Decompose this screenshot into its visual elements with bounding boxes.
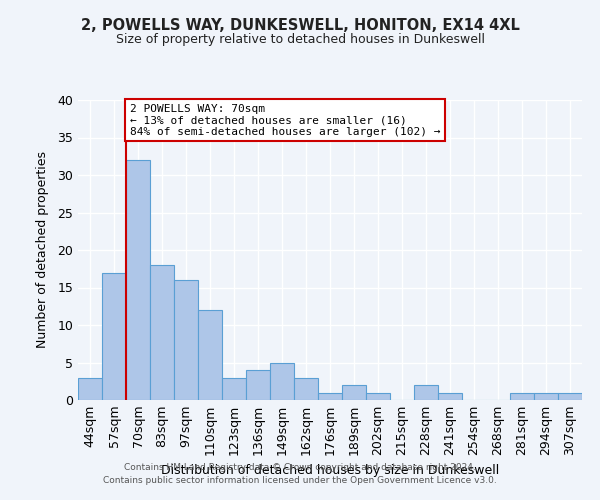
Bar xyxy=(534,392,558,400)
Bar xyxy=(510,392,534,400)
Bar xyxy=(294,378,318,400)
Bar xyxy=(174,280,198,400)
Bar xyxy=(342,385,366,400)
Text: 2 POWELLS WAY: 70sqm
← 13% of detached houses are smaller (16)
84% of semi-detac: 2 POWELLS WAY: 70sqm ← 13% of detached h… xyxy=(130,104,440,137)
Bar xyxy=(438,392,462,400)
Bar xyxy=(558,392,582,400)
Bar xyxy=(102,272,126,400)
Text: 2, POWELLS WAY, DUNKESWELL, HONITON, EX14 4XL: 2, POWELLS WAY, DUNKESWELL, HONITON, EX1… xyxy=(80,18,520,32)
Bar xyxy=(126,160,150,400)
Text: Contains HM Land Registry data © Crown copyright and database right 2024.: Contains HM Land Registry data © Crown c… xyxy=(124,464,476,472)
Bar xyxy=(150,265,174,400)
Bar xyxy=(366,392,390,400)
Bar xyxy=(270,362,294,400)
Text: Size of property relative to detached houses in Dunkeswell: Size of property relative to detached ho… xyxy=(115,32,485,46)
Bar xyxy=(78,378,102,400)
Bar xyxy=(414,385,438,400)
Bar xyxy=(222,378,246,400)
Bar xyxy=(198,310,222,400)
Bar xyxy=(318,392,342,400)
Y-axis label: Number of detached properties: Number of detached properties xyxy=(36,152,49,348)
Text: Contains public sector information licensed under the Open Government Licence v3: Contains public sector information licen… xyxy=(103,476,497,485)
X-axis label: Distribution of detached houses by size in Dunkeswell: Distribution of detached houses by size … xyxy=(161,464,499,476)
Bar xyxy=(246,370,270,400)
